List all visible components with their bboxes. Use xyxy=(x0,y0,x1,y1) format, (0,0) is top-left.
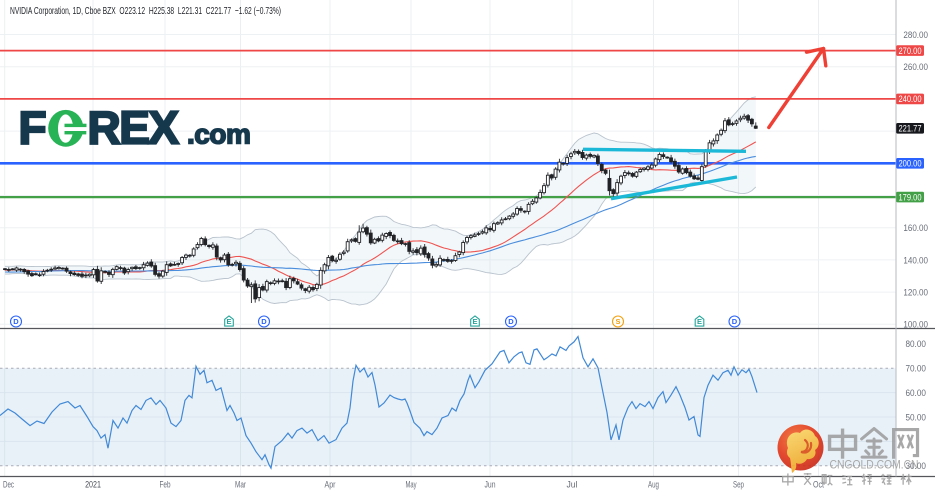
svg-text:30.00: 30.00 xyxy=(905,461,926,472)
svg-text:E: E xyxy=(472,317,477,326)
svg-text:D: D xyxy=(732,317,738,326)
svg-text:140.00: 140.00 xyxy=(903,255,928,266)
svg-text:REX: REX xyxy=(88,102,180,154)
svg-text:200.00: 200.00 xyxy=(899,159,922,169)
svg-text:160.00: 160.00 xyxy=(903,223,928,234)
svg-text:Jul: Jul xyxy=(567,480,578,491)
svg-text:120.00: 120.00 xyxy=(903,288,928,299)
svg-text:May: May xyxy=(406,480,417,491)
svg-text:D: D xyxy=(508,317,514,326)
svg-text:Dec: Dec xyxy=(3,480,14,491)
svg-text:260.00: 260.00 xyxy=(903,62,928,73)
svg-text:D: D xyxy=(13,317,19,326)
svg-text:221.77: 221.77 xyxy=(899,124,922,134)
svg-text:50.00: 50.00 xyxy=(905,412,926,423)
svg-text:Apr: Apr xyxy=(325,480,336,491)
svg-text:240.00: 240.00 xyxy=(899,94,922,104)
svg-text:60.00: 60.00 xyxy=(905,388,926,399)
svg-text:E: E xyxy=(697,317,702,326)
svg-text:80.00: 80.00 xyxy=(905,339,926,350)
svg-text:Mar: Mar xyxy=(235,480,246,491)
svg-text:100.00: 100.00 xyxy=(903,320,928,331)
svg-text:NVIDIA Corporation, 1D, Cboe B: NVIDIA Corporation, 1D, Cboe BZX O223.12… xyxy=(10,6,281,17)
svg-text:Sep: Sep xyxy=(733,480,744,491)
svg-text:E: E xyxy=(226,317,231,326)
svg-text:Feb: Feb xyxy=(160,480,171,491)
svg-text:CNGOLD.COM.CN: CNGOLD.COM.CN xyxy=(830,458,919,472)
svg-text:Jun: Jun xyxy=(485,480,496,491)
svg-text:F: F xyxy=(19,102,47,154)
svg-text:D: D xyxy=(261,317,267,326)
svg-text:70.00: 70.00 xyxy=(905,364,926,375)
svg-text:179.00: 179.00 xyxy=(899,192,922,202)
svg-text:S: S xyxy=(615,317,620,326)
svg-text:Oct: Oct xyxy=(813,480,824,491)
svg-text:280.00: 280.00 xyxy=(903,30,928,41)
svg-text:.com: .com xyxy=(187,119,250,150)
svg-text:2021: 2021 xyxy=(85,480,101,491)
svg-text:Aug: Aug xyxy=(648,480,659,491)
svg-text:270.00: 270.00 xyxy=(899,46,922,56)
